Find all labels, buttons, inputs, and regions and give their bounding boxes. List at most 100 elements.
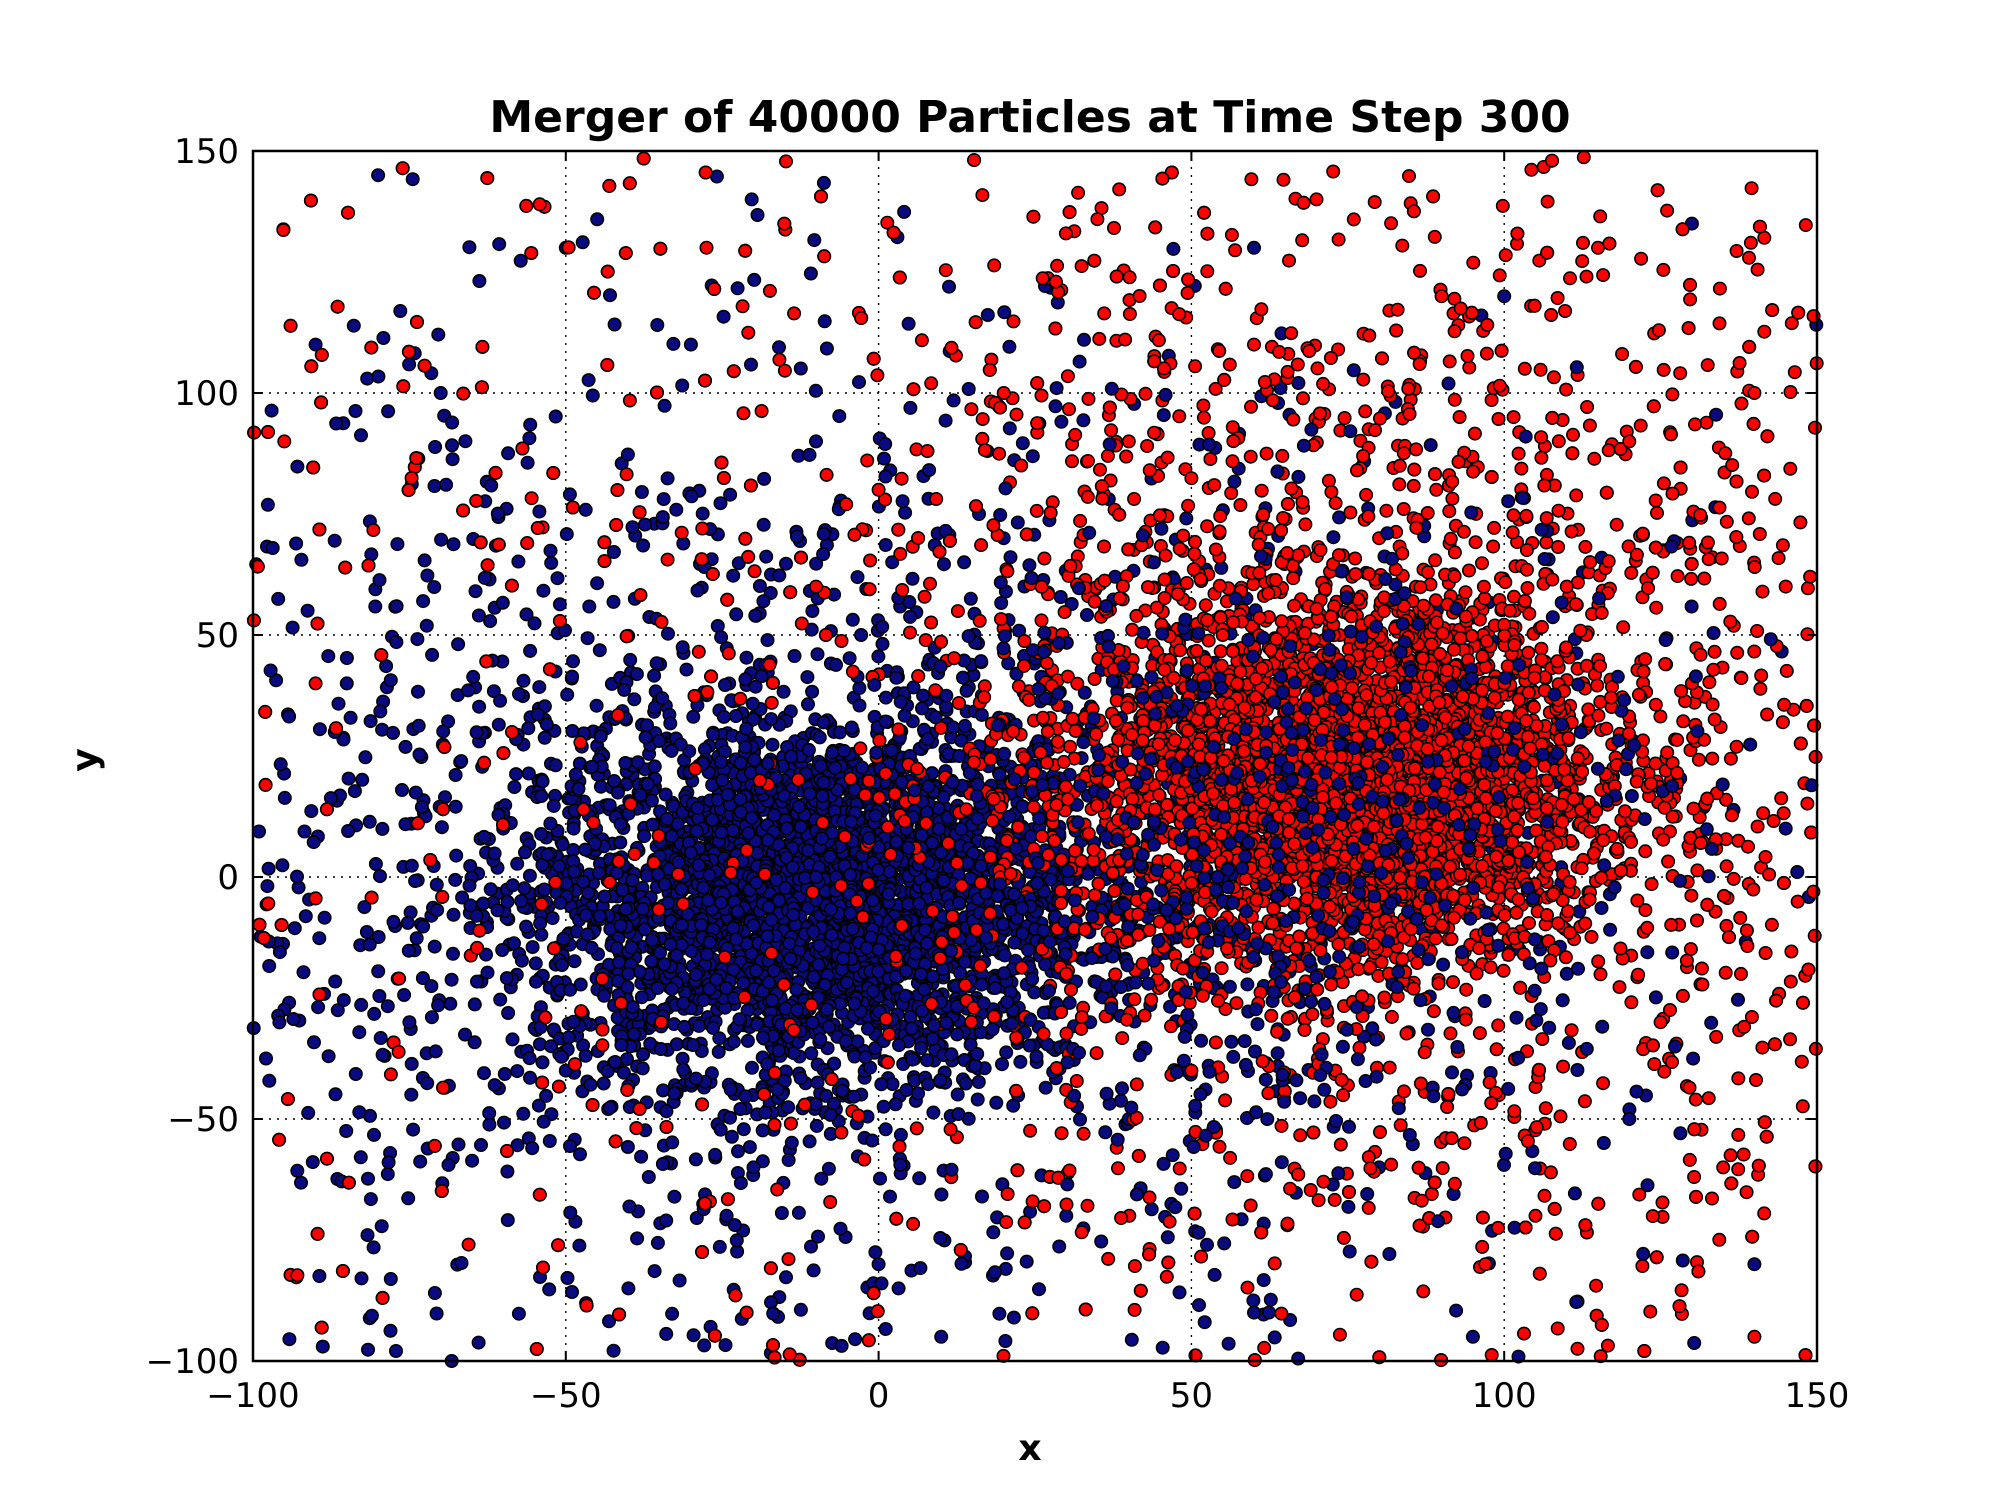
blue-particle-point — [321, 649, 336, 664]
blue-particle-point — [641, 1170, 656, 1185]
blue-particle-point — [758, 1105, 773, 1120]
blue-particle-point — [914, 701, 929, 716]
blue-particle-point — [647, 668, 662, 683]
blue-particle-point — [495, 942, 510, 957]
blue-particle-point — [637, 828, 652, 843]
blue-particle-point — [1240, 977, 1255, 992]
blue-particle-point — [602, 798, 617, 813]
blue-particle-point — [741, 826, 756, 841]
blue-particle-point — [674, 882, 689, 897]
blue-particle-point — [372, 573, 387, 588]
blue-particle-point — [833, 1221, 848, 1236]
blue-particle-point — [272, 1015, 287, 1030]
blue-particle-point — [834, 1338, 849, 1353]
blue-particle-point — [760, 929, 775, 944]
blue-particle-point — [813, 1032, 828, 1047]
blue-particle-point — [1256, 1273, 1271, 1288]
blue-particle-point — [665, 1135, 680, 1150]
blue-particle-point — [556, 931, 571, 946]
blue-particle-point — [905, 1052, 920, 1067]
blue-particle-point — [535, 774, 550, 789]
blue-particle-point — [664, 743, 679, 758]
blue-particle-point — [783, 951, 798, 966]
blue-particle-point — [925, 969, 940, 984]
blue-particle-point — [1025, 972, 1040, 987]
blue-particle-point — [1501, 494, 1516, 509]
blue-particle-point — [427, 478, 442, 493]
blue-particle-point — [1038, 1080, 1053, 1095]
blue-particle-point — [614, 1038, 629, 1053]
blue-particle-point — [675, 378, 690, 393]
blue-particle-point — [430, 903, 445, 918]
blue-particle-point — [772, 568, 787, 583]
blue-particle-point — [868, 808, 883, 823]
blue-particle-point — [821, 1019, 836, 1034]
blue-particle-point — [521, 766, 536, 781]
blue-particle-point — [490, 903, 505, 918]
blue-particle-point — [843, 906, 858, 921]
blue-particle-point — [624, 940, 639, 955]
blue-particle-point — [491, 717, 506, 732]
blue-particle-point — [664, 981, 679, 996]
blue-particle-point — [660, 471, 675, 486]
blue-particle-point — [854, 627, 869, 642]
blue-particle-point — [1194, 1033, 1209, 1048]
blue-particle-point — [445, 452, 460, 467]
blue-particle-point — [451, 1137, 466, 1152]
blue-particle-point — [1237, 1034, 1252, 1049]
blue-particle-point — [808, 383, 823, 398]
blue-particle-point — [534, 927, 549, 942]
blue-particle-point — [1567, 1186, 1582, 1201]
blue-particle-point — [367, 1006, 382, 1021]
blue-particle-point — [893, 1127, 908, 1142]
blue-particle-point — [760, 633, 775, 648]
blue-particle-point — [429, 877, 444, 892]
blue-particle-point — [431, 998, 446, 1013]
blue-particle-point — [744, 810, 759, 825]
blue-particle-point — [832, 409, 847, 424]
blue-particle-point — [980, 307, 995, 322]
blue-particle-point — [893, 1157, 908, 1172]
blue-particle-point — [782, 936, 797, 951]
blue-particle-point — [607, 317, 622, 332]
blue-particle-point — [315, 1339, 330, 1354]
blue-particle-point — [884, 743, 899, 758]
blue-particle-point — [690, 800, 705, 815]
blue-particle-point — [778, 556, 793, 571]
blue-particle-point — [273, 757, 288, 772]
blue-particle-point — [401, 1191, 416, 1206]
blue-particle-point — [688, 1152, 703, 1167]
blue-particle-point — [663, 937, 678, 952]
blue-particle-point — [596, 1076, 611, 1091]
blue-particle-point — [409, 931, 424, 946]
blue-particle-point — [620, 1140, 635, 1155]
blue-particle-point — [555, 837, 570, 852]
blue-particle-point — [686, 1328, 701, 1343]
blue-particle-point — [539, 1088, 554, 1103]
blue-particle-point — [463, 898, 478, 913]
blue-particle-point — [368, 856, 383, 871]
blue-particle-point — [845, 921, 860, 936]
blue-particle-point — [744, 192, 759, 207]
blue-particle-point — [1274, 1155, 1289, 1170]
blue-particle-point — [301, 1105, 316, 1120]
blue-particle-point — [1335, 1039, 1350, 1054]
blue-particle-point — [500, 894, 515, 909]
blue-particle-point — [339, 1124, 354, 1139]
blue-particle-point — [271, 591, 286, 606]
blue-particle-point — [575, 235, 590, 250]
blue-particle-point — [388, 1344, 403, 1359]
blue-particle-point — [671, 855, 686, 870]
blue-particle-point — [729, 1233, 744, 1248]
blue-particle-point — [420, 1076, 435, 1091]
blue-particle-point — [306, 1035, 321, 1050]
blue-particle-point — [957, 555, 972, 570]
blue-particle-point — [740, 1033, 755, 1048]
blue-particle-point — [717, 677, 732, 692]
blue-particle-point — [733, 804, 748, 819]
blue-particle-point — [789, 529, 804, 544]
blue-particle-point — [674, 918, 689, 933]
blue-particle-point — [872, 1171, 887, 1186]
blue-particle-point — [360, 1342, 375, 1357]
